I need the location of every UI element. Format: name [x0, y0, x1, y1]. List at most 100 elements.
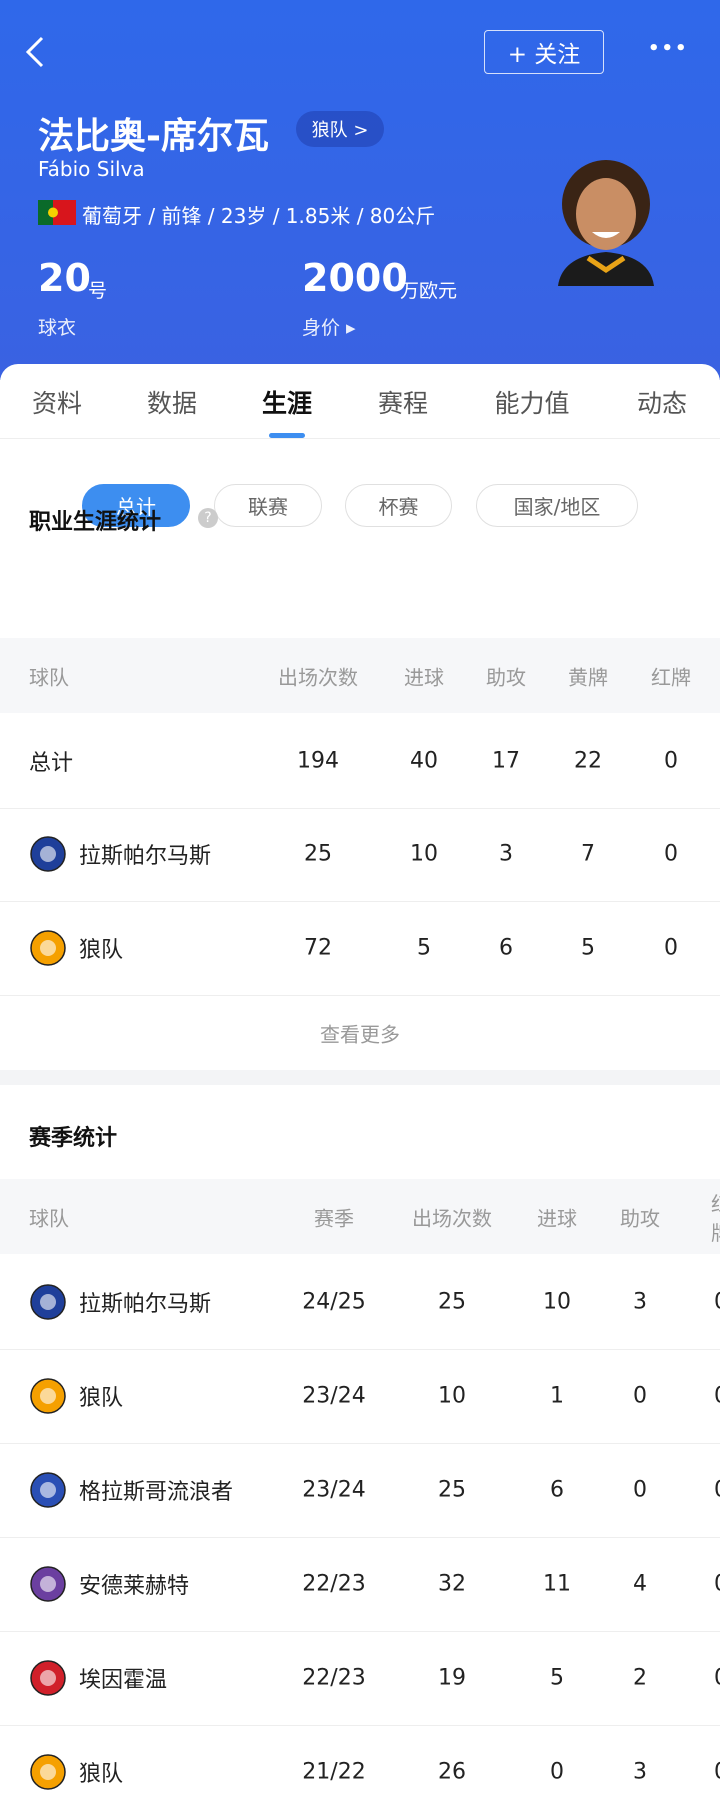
player-header: + 关注 ••• 法比奥-席尔瓦 狼队 > Fábio Silva 葡萄牙 / …	[0, 0, 720, 380]
column-header: 出场次数	[278, 665, 358, 690]
player-name-en: Fábio Silva	[38, 157, 145, 181]
section-title: 职业生涯统计	[29, 510, 162, 535]
filter-pill[interactable]: 杯赛	[345, 484, 452, 527]
club-tag[interactable]: 狼队 >	[296, 111, 384, 147]
stat-cell: 32	[438, 1571, 466, 1597]
club-logo	[30, 930, 66, 966]
tab-divider	[0, 438, 720, 439]
table-header	[0, 638, 720, 713]
team-name: 拉斯帕尔马斯	[79, 1292, 212, 1317]
club-logo	[30, 1284, 66, 1320]
row-divider	[0, 1725, 720, 1726]
stat-cell: 4	[633, 1571, 647, 1597]
stat-cell: 6	[550, 1477, 564, 1503]
stat-cell: 0	[664, 935, 678, 961]
player-info: 葡萄牙 / 前锋 / 23岁 / 1.85米 / 80公斤	[82, 204, 436, 228]
stat-cell: 10	[410, 841, 438, 867]
column-header: 进球	[537, 1206, 577, 1231]
player-photo	[558, 160, 654, 286]
team-name: 狼队	[79, 1386, 124, 1411]
stat-cell: 22	[574, 748, 602, 774]
stat-cell: 3	[499, 841, 513, 867]
stat-cell: 23/24	[302, 1477, 366, 1503]
column-header: 进球	[404, 665, 444, 690]
stat-cell: 5	[417, 935, 431, 961]
stat-cell: 10	[438, 1383, 466, 1409]
column-header: 出场次数	[412, 1206, 492, 1231]
stat-cell: 6	[499, 935, 513, 961]
row-divider	[0, 901, 720, 902]
stat-cell: 194	[297, 748, 339, 774]
stat-cell: 3	[633, 1759, 647, 1785]
club-logo	[30, 1566, 66, 1602]
stat-cell: 26	[438, 1759, 466, 1785]
stat-cell: 5	[550, 1665, 564, 1691]
show-more[interactable]: 查看更多	[320, 1022, 400, 1047]
stat-cell: 5	[581, 935, 595, 961]
team-name: 总计	[29, 751, 74, 776]
club-logo	[30, 1660, 66, 1696]
stat-cell: 25	[304, 841, 332, 867]
stat-cell: 3	[633, 1289, 647, 1315]
help-icon[interactable]: ?	[198, 508, 218, 528]
filter-pill[interactable]: 国家/地区	[476, 484, 638, 527]
team-name: 狼队	[79, 938, 124, 963]
stat-cell: 0	[714, 1384, 720, 1409]
market-value-label[interactable]: 身价 ▸	[302, 317, 356, 339]
club-logo	[30, 836, 66, 872]
stat-cell: 0	[714, 1478, 720, 1503]
follow-button[interactable]: + 关注	[484, 30, 604, 74]
column-header: 红牌	[651, 665, 691, 690]
content-card: 资料 数据 生涯 赛程 能力值 动态 总计 联赛 杯赛 国家/地区 职业生涯统计? 球队 出场次数 进球助…	[0, 364, 720, 1795]
market-value: 2000	[302, 256, 408, 300]
back-button[interactable]	[22, 34, 46, 70]
row-divider	[0, 1537, 720, 1538]
club-logo	[30, 1754, 66, 1790]
stat-cell: 23/24	[302, 1383, 366, 1409]
table-header	[0, 1179, 720, 1254]
stat-cell: 0	[714, 1572, 720, 1597]
tab[interactable]: 动态	[636, 389, 688, 418]
stat-cell: 40	[410, 748, 438, 774]
stat-cell: 72	[304, 935, 332, 961]
row-divider	[0, 1631, 720, 1632]
tab[interactable]: 数据	[146, 389, 198, 418]
tab[interactable]: 能力值	[494, 389, 570, 418]
section-gap	[0, 1070, 720, 1085]
row-divider	[0, 995, 720, 996]
stat-cell: 19	[438, 1665, 466, 1691]
stat-cell: 0	[714, 1290, 720, 1315]
stat-cell: 0	[664, 841, 678, 867]
filter-pill[interactable]: 总计	[82, 484, 190, 527]
tab[interactable]: 赛程	[377, 389, 429, 418]
column-header: 球队	[29, 1206, 69, 1231]
more-button[interactable]: •••	[648, 38, 689, 59]
stat-cell: 2	[633, 1665, 647, 1691]
stat-cell: 24/25	[302, 1289, 366, 1315]
stat-cell: 0	[664, 748, 678, 774]
stat-cell: 25	[438, 1289, 466, 1315]
stat-cell: 22/23	[302, 1571, 366, 1597]
column-header: 赛季	[314, 1206, 354, 1231]
team-name: 拉斯帕尔马斯	[79, 844, 212, 869]
shirt-label: 球衣	[38, 317, 77, 339]
filter-pill[interactable]: 联赛	[214, 484, 322, 527]
shirt-number: 20	[38, 256, 91, 300]
tab[interactable]: 资料	[31, 389, 83, 418]
team-name: 埃因霍温	[79, 1668, 168, 1693]
stat-cell: 0	[714, 1760, 720, 1785]
club-logo	[30, 1378, 66, 1414]
tab-indicator	[269, 433, 305, 438]
tab[interactable]: 生涯	[261, 389, 313, 418]
flag	[38, 200, 76, 225]
shirt-number-unit: 号	[88, 280, 108, 302]
team-name: 格拉斯哥流浪者	[79, 1480, 234, 1505]
stat-cell: 21/22	[302, 1759, 366, 1785]
stat-cell: 11	[543, 1571, 571, 1597]
stat-cell: 1	[550, 1383, 564, 1409]
row-divider	[0, 1443, 720, 1444]
stat-cell: 0	[550, 1759, 564, 1785]
stat-cell: 25	[438, 1477, 466, 1503]
team-name: 狼队	[79, 1762, 124, 1787]
